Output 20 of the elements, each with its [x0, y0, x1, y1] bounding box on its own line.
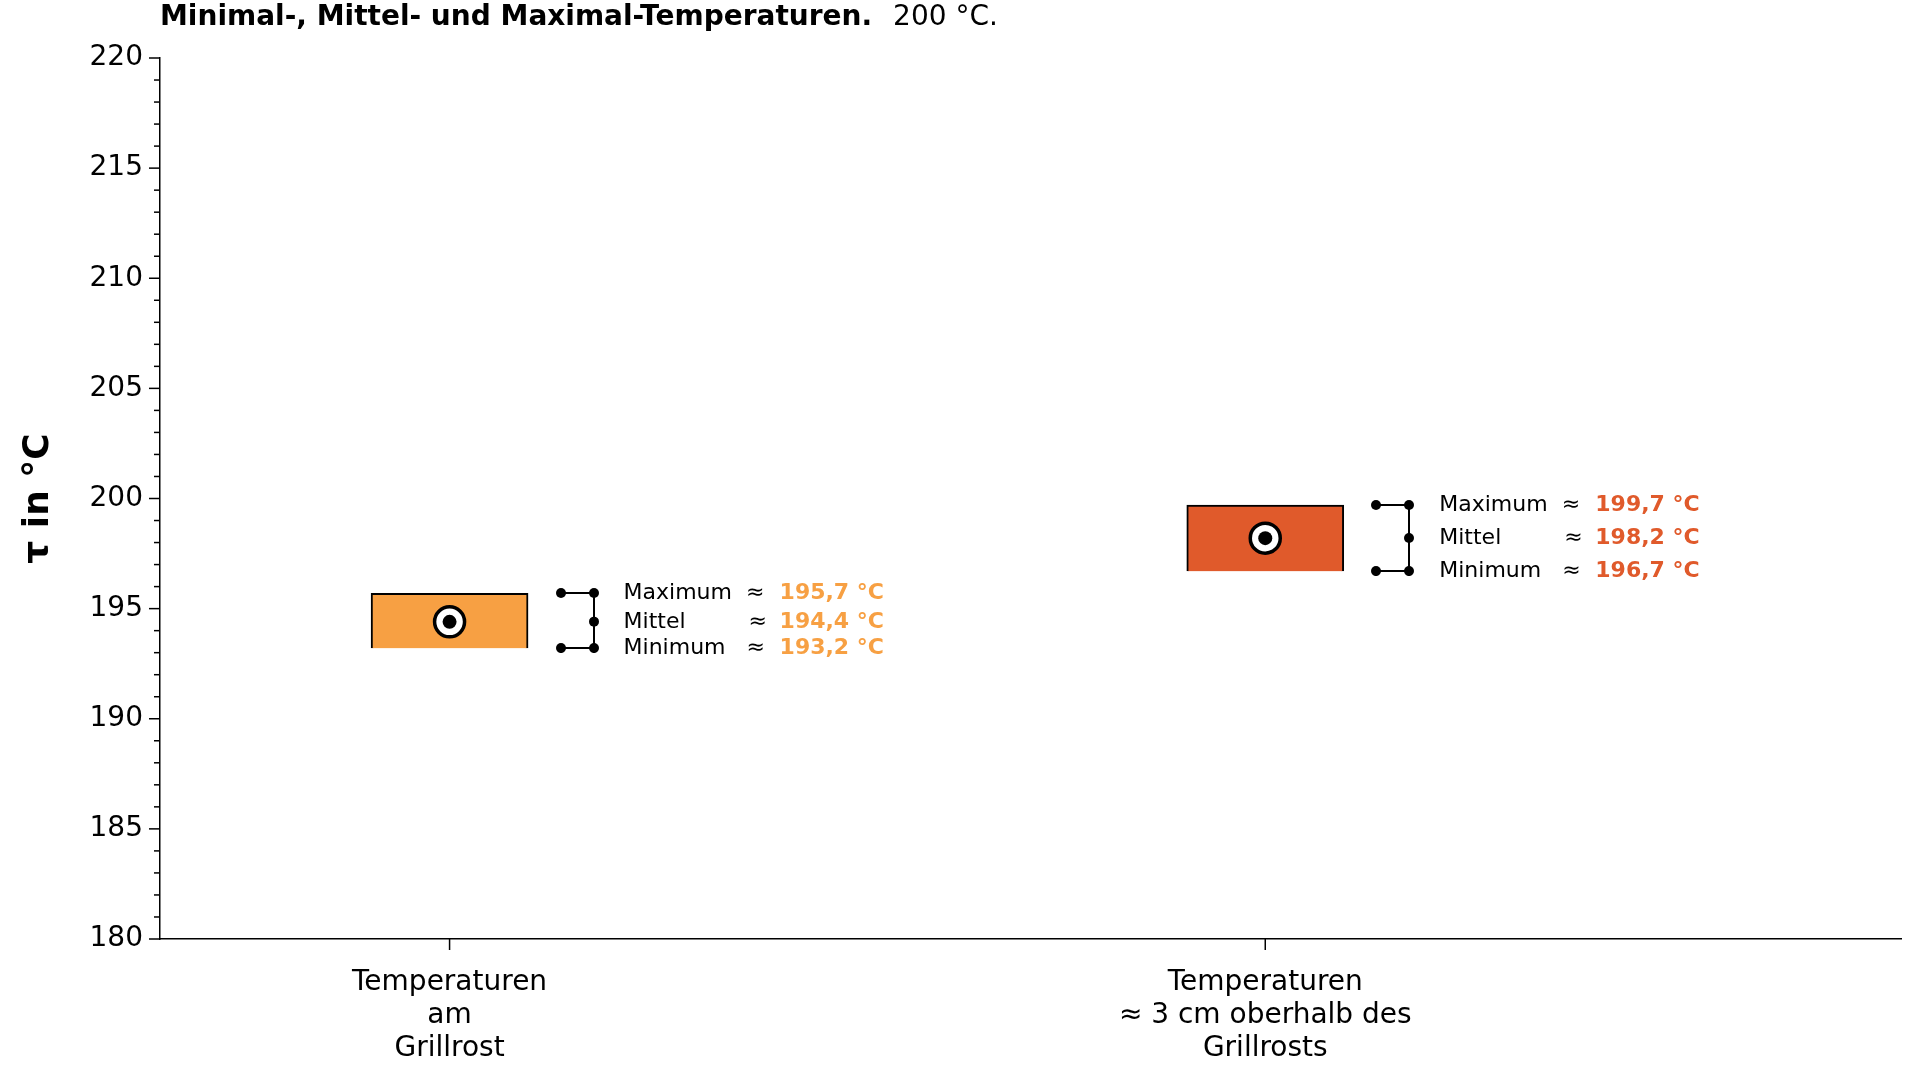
y-tick-label: 210 — [89, 259, 143, 293]
x-tick-label: Temperaturen am Grillrost — [351, 963, 548, 1063]
annotation: Maximum ≈ 199,7 °C — [1439, 490, 1700, 516]
annotation: Mittel ≈ 198,2 °C — [1439, 523, 1700, 549]
annotation: Minimum ≈ 193,2 °C — [623, 633, 884, 659]
chart-title: Minimal-, Mittel- und Maximal-Temperaturen. — [160, 0, 873, 33]
y-tick-label: 190 — [89, 700, 143, 734]
annotation: Minimum ≈ 196,7 °C — [1439, 556, 1700, 582]
y-tick-label: 195 — [89, 589, 143, 623]
chart-subtitle: 200 °C. — [893, 0, 998, 33]
x-tick-label: Temperaturen ≈ 3 cm oberhalb des Grillrosts — [1118, 963, 1412, 1063]
y-tick-label: 220 — [89, 39, 143, 73]
y-tick-label: 180 — [89, 920, 143, 954]
y-tick-label: 185 — [89, 810, 143, 844]
y-tick-label: 205 — [89, 369, 143, 403]
annotation: Mittel ≈ 194,4 °C — [623, 607, 884, 633]
y-tick-label: 200 — [89, 479, 143, 513]
annotation: Maximum ≈ 195,7 °C — [623, 578, 884, 604]
y-axis-title: τ in °C — [14, 433, 56, 564]
y-tick-label: 215 — [89, 149, 143, 183]
